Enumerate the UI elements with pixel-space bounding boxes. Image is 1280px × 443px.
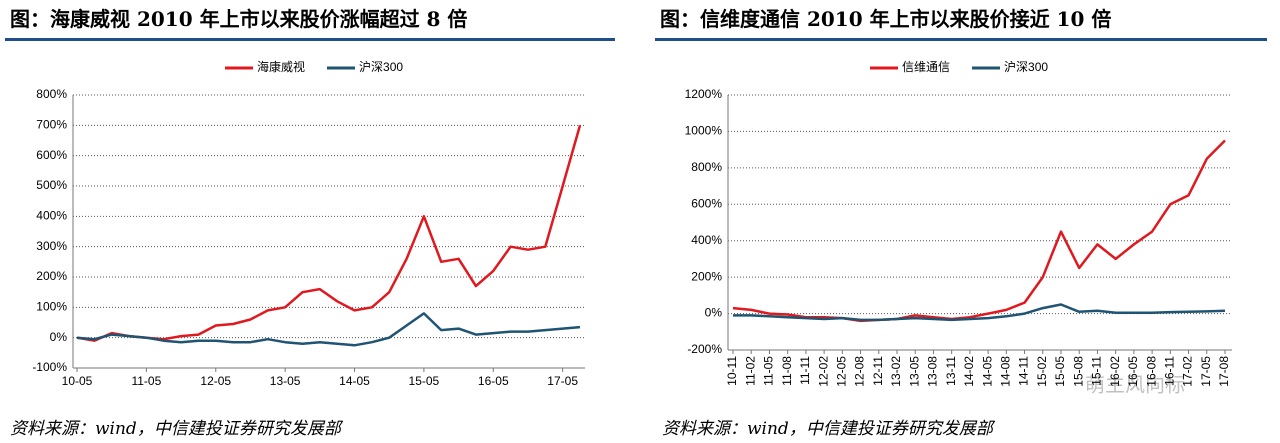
y-tick-label: 800% bbox=[36, 87, 67, 101]
x-tick-label: 11-11 bbox=[798, 356, 812, 385]
legend-label: 沪深300 bbox=[1004, 60, 1048, 74]
x-tick-label: 12-02 bbox=[816, 356, 830, 387]
x-tick-label: 12-05 bbox=[200, 374, 231, 388]
legend-label: 信维通信 bbox=[902, 60, 950, 74]
x-tick-label: 14-02 bbox=[962, 356, 976, 387]
y-tick-label: 0% bbox=[50, 330, 68, 344]
series-line bbox=[732, 139, 1226, 323]
x-tick-label: 16-08 bbox=[1144, 356, 1158, 387]
x-tick-label: 14-05 bbox=[980, 356, 994, 387]
y-tick-label: 100% bbox=[36, 300, 67, 314]
series-line bbox=[733, 303, 1226, 322]
y-tick-label: 300% bbox=[36, 239, 67, 253]
y-tick-label: 400% bbox=[691, 233, 722, 247]
y-tick-label: 600% bbox=[36, 148, 67, 162]
y-tick-label: 1000% bbox=[685, 124, 723, 138]
x-tick-label: 12-08 bbox=[853, 356, 867, 387]
x-tick-label: 17-05 bbox=[547, 374, 578, 388]
legend-label: 沪深300 bbox=[359, 60, 403, 74]
y-tick-label: 0% bbox=[705, 306, 723, 320]
x-tick-label: 14-08 bbox=[999, 356, 1013, 387]
series-line bbox=[76, 124, 582, 342]
x-tick-label: 14-11 bbox=[1017, 356, 1031, 386]
y-tick-label: 600% bbox=[691, 196, 722, 210]
x-tick-label: 12-05 bbox=[835, 356, 849, 387]
x-tick-label: 10-05 bbox=[62, 374, 93, 388]
footnote: 资料来源：wind，中信建投证券研究发展部 bbox=[10, 419, 344, 439]
y-tick-label: 700% bbox=[36, 118, 67, 132]
x-tick-label: 11-02 bbox=[743, 356, 757, 386]
chart-title: 图：海康威视 2010 年上市以来股价涨幅超过 8 倍 bbox=[10, 7, 467, 31]
x-tick-label: 11-05 bbox=[131, 374, 161, 388]
x-tick-label: 16-05 bbox=[1126, 356, 1140, 387]
title-rule bbox=[5, 38, 615, 41]
chart-title: 图：信维度通信 2010 年上市以来股价接近 10 倍 bbox=[660, 7, 1111, 31]
x-tick-label: 13-02 bbox=[889, 356, 903, 387]
x-tick-label: 15-05 bbox=[409, 374, 440, 388]
x-tick-label: 17-02 bbox=[1181, 356, 1195, 387]
x-tick-label: 13-05 bbox=[270, 374, 301, 388]
x-tick-label: 13-11 bbox=[944, 356, 958, 386]
footnote: 资料来源：wind，中信建投证券研究发展部 bbox=[662, 419, 996, 439]
y-tick-label: 400% bbox=[36, 209, 67, 223]
x-tick-label: 15-11 bbox=[1090, 356, 1104, 386]
legend-label: 海康威视 bbox=[257, 59, 305, 74]
watermark: 萌主风向标 bbox=[1085, 373, 1185, 396]
x-tick-label: 13-08 bbox=[926, 356, 940, 387]
x-tick-label: 17-05 bbox=[1199, 356, 1213, 387]
x-tick-label: 17-08 bbox=[1217, 356, 1231, 387]
y-tick-label: -100% bbox=[32, 360, 67, 374]
y-tick-label: 500% bbox=[36, 178, 67, 192]
x-tick-label: 11-08 bbox=[780, 356, 794, 386]
x-tick-label: 15-05 bbox=[1053, 356, 1067, 387]
x-tick-label: 10-11 bbox=[725, 356, 739, 386]
x-tick-label: 16-05 bbox=[478, 374, 509, 388]
x-tick-label: 11-05 bbox=[762, 356, 776, 386]
y-tick-label: 1200% bbox=[685, 87, 723, 101]
y-tick-label: 200% bbox=[36, 269, 67, 283]
x-tick-label: 14-05 bbox=[339, 374, 370, 388]
y-tick-label: 200% bbox=[691, 269, 722, 283]
x-tick-label: 16-11 bbox=[1163, 356, 1177, 386]
y-tick-label: 800% bbox=[691, 160, 722, 174]
x-tick-label: 12-11 bbox=[871, 356, 885, 386]
x-tick-label: 15-08 bbox=[1071, 356, 1085, 387]
x-tick-label: 15-02 bbox=[1035, 356, 1049, 387]
y-tick-label: -200% bbox=[687, 342, 722, 356]
series-line bbox=[76, 312, 581, 347]
x-tick-label: 13-05 bbox=[907, 356, 921, 387]
title-rule bbox=[655, 38, 1267, 41]
x-tick-label: 16-02 bbox=[1108, 356, 1122, 387]
